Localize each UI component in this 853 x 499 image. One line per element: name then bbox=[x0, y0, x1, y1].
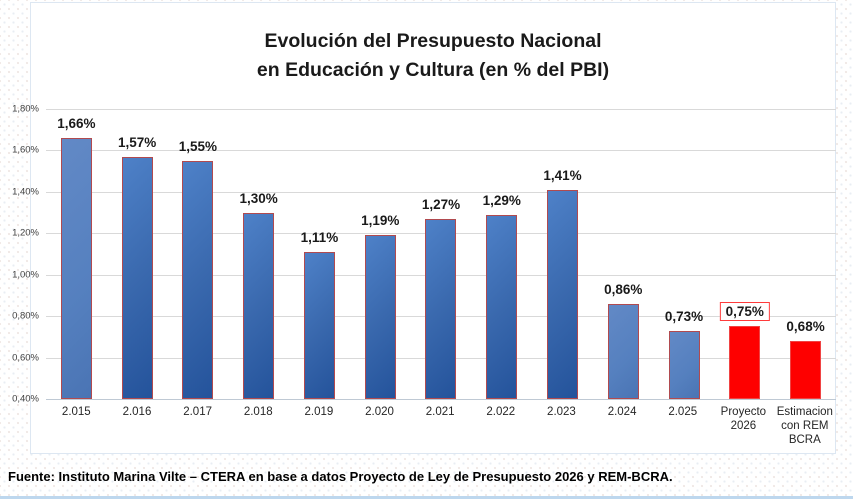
bar bbox=[729, 326, 761, 399]
x-axis-category-label: 2.023 bbox=[547, 406, 576, 418]
bar-value-label: 1,55% bbox=[178, 139, 218, 154]
x-axis-labels: 2.015 2.016 2.017 2.018 2.019 2.020 2.021 2.022… bbox=[46, 405, 836, 447]
bar-value-label: 1,19% bbox=[361, 213, 400, 228]
y-axis-tick-label: 1,00% bbox=[12, 269, 39, 281]
bar-value-label: 1,66% bbox=[57, 116, 96, 131]
x-axis-category-label: 2.018 bbox=[243, 406, 273, 418]
bar-column: 1,11% bbox=[289, 109, 350, 399]
x-axis-category-label: 2.020 bbox=[365, 406, 394, 418]
source-note: Fuente: Instituto Marina Vilte – CTERA e… bbox=[8, 469, 673, 484]
bar-value-label: 1,27% bbox=[421, 197, 461, 212]
bar bbox=[607, 304, 639, 399]
bar bbox=[668, 331, 700, 399]
bar bbox=[486, 215, 518, 399]
bar-column: 1,19% bbox=[350, 109, 411, 399]
gridline bbox=[46, 399, 836, 400]
bar-column: 0,68% bbox=[775, 109, 836, 399]
bar-value-label: 1,11% bbox=[300, 230, 339, 245]
x-axis-category-label: 2.016 bbox=[122, 406, 152, 418]
bar bbox=[60, 138, 92, 399]
x-axis-category-label: 2.015 bbox=[61, 406, 91, 418]
gridline bbox=[46, 109, 836, 110]
bar-column: 0,75% bbox=[714, 109, 775, 399]
bar-value-label: 0,68% bbox=[786, 319, 825, 334]
x-axis-category-label: 2.019 bbox=[304, 406, 334, 418]
bar-column: 1,57% bbox=[107, 109, 168, 399]
y-axis-tick-label: 1,40% bbox=[12, 186, 39, 198]
highlighted-value-box: 0,75% bbox=[719, 302, 770, 321]
x-axis-category-label: 2.025 bbox=[668, 406, 698, 418]
y-axis-tick-label: 1,80% bbox=[12, 103, 39, 115]
x-axis-category-label: Estimacion con REM BCRA bbox=[776, 406, 833, 446]
bars-container: 1,66% 1,57% 1,55% 1,30% 1,11% 1,19% 1,27% 1,29%… bbox=[46, 109, 836, 399]
plot-area: 1,80% 1,60% 1,40% 1,20% 1,00% 0,80% 0,60% 0,40%… bbox=[12, 104, 836, 405]
bar-value-label: 0,86% bbox=[604, 282, 643, 297]
gridline bbox=[46, 150, 836, 152]
gridline bbox=[46, 191, 836, 193]
x-axis-category-label: 2.022 bbox=[486, 406, 516, 418]
bar-column: 0,73% bbox=[654, 109, 715, 399]
y-axis-tick-label: 1,20% bbox=[12, 227, 39, 239]
x-axis-category-label: 2.024 bbox=[607, 406, 637, 418]
bar bbox=[182, 161, 214, 399]
bar-value-label: 0,73% bbox=[664, 309, 704, 324]
chart-title: Evolución del Presupuesto Nacional en Ed… bbox=[31, 27, 835, 85]
y-axis-tick-label: 0,60% bbox=[12, 352, 39, 364]
chart-title-line2: en Educación y Cultura (en % del PBI) bbox=[256, 59, 610, 81]
bar bbox=[364, 235, 396, 399]
x-axis-category-label: 2.021 bbox=[425, 406, 455, 418]
bar-value-label: 0,75% bbox=[719, 302, 770, 321]
bar-value-label: 1,57% bbox=[118, 135, 157, 150]
x-axis-category-label: 2.017 bbox=[183, 406, 212, 418]
bar-value-label: 1,41% bbox=[543, 168, 582, 183]
bar bbox=[303, 252, 335, 399]
bar bbox=[790, 341, 822, 399]
bar-column: 1,29% bbox=[471, 109, 532, 399]
bar-column: 1,55% bbox=[168, 109, 229, 399]
y-axis-tick-label: 1,60% bbox=[12, 144, 39, 156]
y-axis-tick-label: 0,40% bbox=[12, 393, 39, 405]
y-axis-tick-label: 0,80% bbox=[12, 310, 39, 322]
bar-column: 1,30% bbox=[228, 109, 289, 399]
bar-value-label: 1,29% bbox=[482, 193, 521, 208]
bar-column: 1,41% bbox=[532, 109, 593, 399]
bar-column: 1,27% bbox=[411, 109, 472, 399]
chart-panel: Evolución del Presupuesto Nacional en Ed… bbox=[12, 2, 836, 454]
bar bbox=[547, 190, 578, 399]
chart-title-line1: Evolución del Presupuesto Nacional bbox=[264, 30, 602, 52]
bar-column: 0,86% bbox=[593, 109, 654, 399]
bar-value-label: 1,30% bbox=[239, 191, 278, 206]
bar-column: 1,66% bbox=[46, 109, 107, 399]
bar bbox=[243, 213, 275, 399]
bar bbox=[425, 219, 457, 399]
bar bbox=[121, 157, 153, 399]
bottom-accent-line bbox=[0, 496, 853, 499]
x-axis-category-label: Proyecto 2026 bbox=[720, 406, 767, 432]
